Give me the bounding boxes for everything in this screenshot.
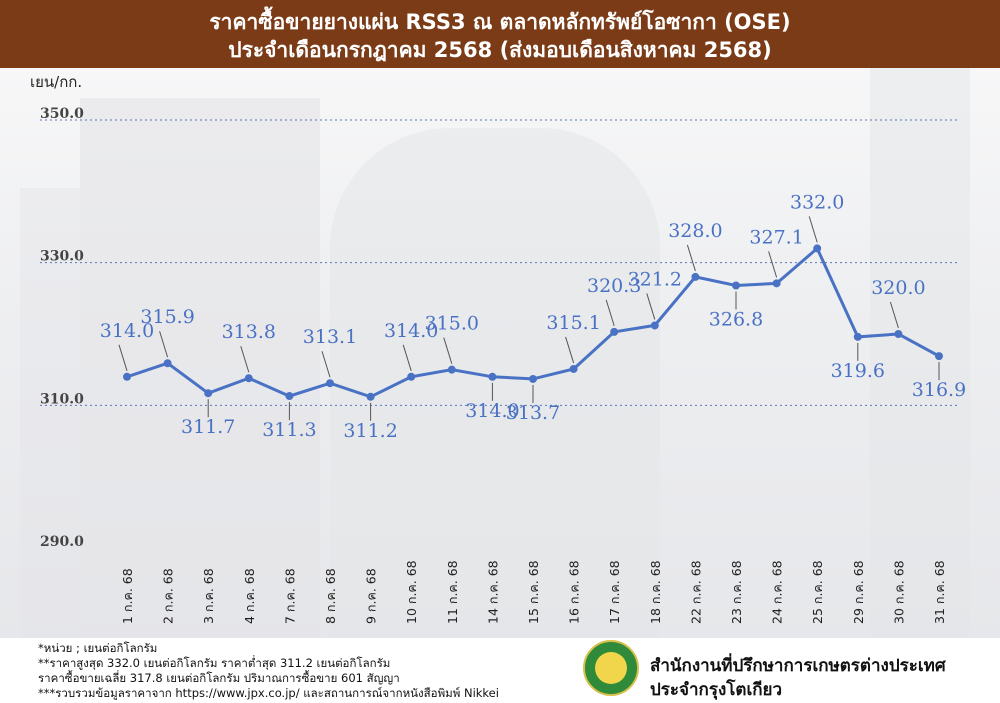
footnote-average-volume: ราคาซื้อขายเฉลี่ย 317.8 เยนต่อกิโลกรัม ป… xyxy=(38,671,400,685)
label-leader xyxy=(686,244,696,272)
data-point xyxy=(813,244,822,253)
data-point xyxy=(488,372,497,381)
label-leader xyxy=(240,346,250,373)
data-label: 311.3 xyxy=(262,419,316,441)
x-tick-label: 25 ก.ค. 68 xyxy=(810,560,825,624)
data-point xyxy=(853,332,862,341)
x-tick-label: 17 ก.ค. 68 xyxy=(607,560,622,624)
label-leader xyxy=(646,293,656,320)
data-point xyxy=(569,364,578,373)
data-label: 319.6 xyxy=(831,360,885,382)
data-point xyxy=(691,272,700,281)
label-leader xyxy=(443,337,453,364)
data-point xyxy=(650,321,659,330)
label-leader xyxy=(118,344,128,371)
data-label: 320.0 xyxy=(871,277,925,299)
label-leader xyxy=(889,301,899,329)
data-label: 315.0 xyxy=(425,313,479,335)
background-photo xyxy=(0,68,1000,638)
label-leader xyxy=(159,331,169,358)
data-label: 315.9 xyxy=(140,306,194,328)
label-leader xyxy=(565,336,575,364)
y-tick-label: 290.0 xyxy=(40,534,84,550)
x-tick-label: 31 ก.ค. 68 xyxy=(932,560,947,624)
data-label: 313.8 xyxy=(222,321,276,343)
y-axis-label: เยน/กก. xyxy=(30,73,83,91)
x-tick-label: 8 ก.ค. 68 xyxy=(323,568,338,624)
x-tick-label: 4 ก.ค. 68 xyxy=(242,568,257,624)
office-name: สำนักงานที่ปรึกษาการเกษตรต่างประเทศ xyxy=(650,656,946,676)
y-tick-label: 310.0 xyxy=(40,391,84,407)
data-point xyxy=(366,392,375,401)
footnote-source: ***รวบรวมข้อมูลราคาจาก https://www.jpx.c… xyxy=(38,686,499,700)
data-label: 327.1 xyxy=(749,226,803,248)
data-label: 314.0 xyxy=(465,400,519,422)
data-point xyxy=(285,392,294,401)
data-point xyxy=(772,279,781,288)
data-label: 313.7 xyxy=(506,402,560,424)
x-tick-label: 3 ก.ค. 68 xyxy=(201,568,216,624)
x-tick-label: 11 ก.ค. 68 xyxy=(445,560,460,624)
data-label: 328.0 xyxy=(668,220,722,242)
data-point xyxy=(610,327,619,336)
x-tick-label: 2 ก.ค. 68 xyxy=(161,568,176,624)
data-point xyxy=(244,374,253,383)
data-label: 332.0 xyxy=(790,191,844,213)
label-leader xyxy=(605,299,615,327)
data-point xyxy=(935,352,943,361)
x-tick-label: 18 ก.ค. 68 xyxy=(648,560,663,624)
x-tick-label: 1 ก.ค. 68 xyxy=(120,568,135,624)
x-tick-label: 23 ก.ค. 68 xyxy=(729,560,744,624)
x-tick-label: 16 ก.ค. 68 xyxy=(567,560,582,624)
footer: *หน่วย ; เยนต่อกิโลกรัม **ราคาสูงสุด 332… xyxy=(0,638,1000,703)
x-tick-label: 30 ก.ค. 68 xyxy=(891,560,906,624)
chart-title-line2: ประจำเดือนกรกฎาคม 2568 (ส่งมอบเดือนสิงหา… xyxy=(228,38,772,62)
x-tick-label: 9 ก.ค. 68 xyxy=(364,568,379,624)
x-tick-label: 22 ก.ค. 68 xyxy=(688,560,703,624)
data-label: 314.0 xyxy=(384,320,438,342)
data-label: 314.0 xyxy=(100,320,154,342)
label-leader xyxy=(321,351,331,378)
footnote-high-low: **ราคาสูงสุด 332.0 เยนต่อกิโลกรัม ราคาต่… xyxy=(38,656,391,670)
office-location: ประจำกรุงโตเกียว xyxy=(650,680,783,700)
data-label: 321.2 xyxy=(628,268,682,290)
footnote-unit: *หน่วย ; เยนต่อกิโลกรัม xyxy=(38,641,158,655)
x-tick-label: 7 ก.ค. 68 xyxy=(282,568,297,624)
x-tick-label: 14 ก.ค. 68 xyxy=(485,560,500,624)
data-label: 320.3 xyxy=(587,275,641,297)
label-leader xyxy=(402,344,412,371)
data-point xyxy=(326,379,334,388)
data-label: 316.9 xyxy=(912,379,966,401)
chart-title-line1: ราคาซื้อขายยางแผ่น RSS3 ณ ตลาดหลักทรัพย์… xyxy=(209,10,791,34)
label-leader xyxy=(808,216,818,243)
data-point xyxy=(204,389,213,398)
y-tick-label: 350.0 xyxy=(40,106,84,122)
x-tick-label: 29 ก.ค. 68 xyxy=(851,560,866,624)
data-point xyxy=(732,281,740,290)
data-point xyxy=(894,330,903,338)
data-label: 315.1 xyxy=(546,312,600,334)
data-point xyxy=(529,374,537,383)
x-tick-label: 24 ก.ค. 68 xyxy=(770,560,785,624)
data-label: 313.1 xyxy=(303,326,357,348)
data-label: 311.2 xyxy=(343,420,397,442)
data-label: 311.7 xyxy=(181,416,235,438)
data-point xyxy=(447,365,456,374)
data-point xyxy=(163,359,172,368)
x-tick-label: 10 ก.ค. 68 xyxy=(404,560,419,624)
data-point xyxy=(123,372,131,381)
x-tick-label: 15 ก.ค. 68 xyxy=(526,560,541,624)
data-point xyxy=(407,372,416,381)
label-leader xyxy=(768,251,778,278)
data-label: 326.8 xyxy=(709,308,763,330)
title-banner: ราคาซื้อขายยางแผ่น RSS3 ณ ตลาดหลักทรัพย์… xyxy=(0,0,1000,68)
y-tick-label: 330.0 xyxy=(40,249,84,265)
ministry-logo-icon xyxy=(583,640,639,696)
